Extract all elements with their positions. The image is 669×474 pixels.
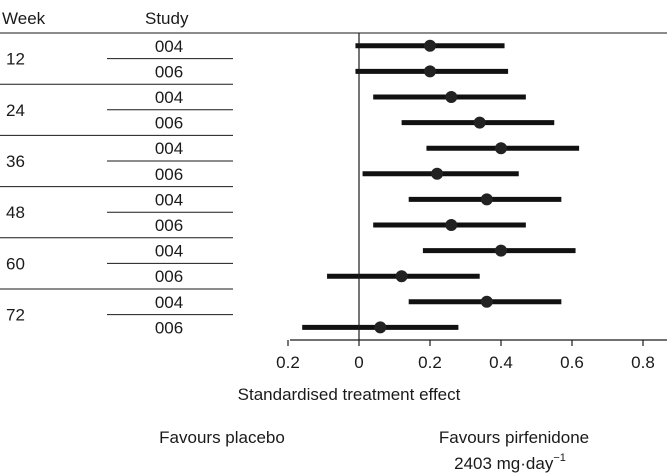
x-tick-label: 0.2	[418, 353, 442, 372]
point-estimate	[480, 193, 493, 206]
point-estimate	[395, 270, 408, 283]
week-label: 12	[6, 50, 25, 69]
week-group-24: 24 004 006	[0, 88, 555, 136]
week-label: 60	[6, 254, 25, 273]
point-estimate	[480, 295, 493, 308]
study-label: 006	[155, 318, 183, 337]
favours-pirfenidone-label: Favours pirfenidone	[439, 428, 589, 447]
study-label: 004	[155, 139, 183, 158]
x-tick-label: 0.8	[631, 353, 655, 372]
point-estimate	[495, 244, 507, 257]
point-estimate	[424, 39, 436, 52]
favours-pirfenidone-dose: 2403 mg·day−1	[454, 452, 566, 473]
point-estimate	[473, 116, 486, 129]
week-label: 24	[6, 101, 25, 120]
study-label: 006	[155, 62, 183, 81]
study-label: 006	[155, 114, 183, 133]
week-group-60: 60 004 006	[0, 242, 576, 290]
study-label: 004	[155, 37, 183, 56]
x-tick-label: 0.4	[489, 353, 513, 372]
favours-placebo-label: Favours placebo	[159, 428, 285, 447]
x-axis-label: Standardised treatment effect	[238, 385, 461, 404]
x-tick-label: 0.6	[560, 353, 584, 372]
week-label: 36	[6, 152, 25, 171]
dose-superscript: −1	[553, 452, 566, 464]
week-group-72: 72 004 006	[6, 293, 562, 337]
point-estimate	[374, 321, 387, 334]
header-study: Study	[145, 9, 189, 28]
study-label: 004	[155, 190, 183, 209]
point-estimate	[431, 167, 444, 180]
study-label: 006	[155, 165, 183, 184]
study-label: 004	[155, 88, 183, 107]
study-label: 004	[155, 293, 183, 312]
study-label: 006	[155, 216, 183, 235]
point-estimate	[445, 219, 458, 231]
dose-text: 2403 mg·day	[454, 454, 554, 473]
x-tick-label: 0	[354, 353, 363, 372]
x-tick-label: 0.2	[276, 353, 300, 372]
week-group-12: 12 004 006	[0, 37, 509, 85]
header-week: Week	[2, 9, 46, 28]
week-label: 48	[6, 203, 25, 222]
x-axis-ticks: 0.2 0 0.2 0.4 0.6 0.8	[276, 340, 655, 372]
rows-layer: 12 004 006 24 004 006 36 004 006 48 004 006 60 004 006…	[0, 37, 580, 337]
point-estimate	[495, 142, 507, 155]
study-label: 006	[155, 267, 183, 286]
week-group-48: 48 004 006	[0, 190, 562, 239]
study-label: 004	[155, 242, 183, 261]
week-label: 72	[6, 306, 25, 325]
week-group-36: 36 004 006	[0, 139, 580, 188]
point-estimate	[424, 65, 436, 78]
point-estimate	[445, 91, 458, 103]
